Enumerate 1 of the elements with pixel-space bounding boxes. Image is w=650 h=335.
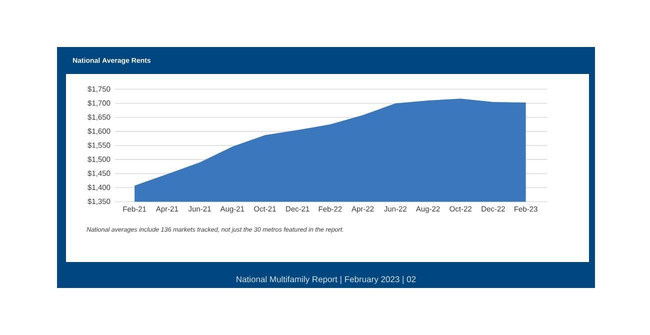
text: National Multifamily Report | February 2023 | 02 (236, 276, 416, 284)
